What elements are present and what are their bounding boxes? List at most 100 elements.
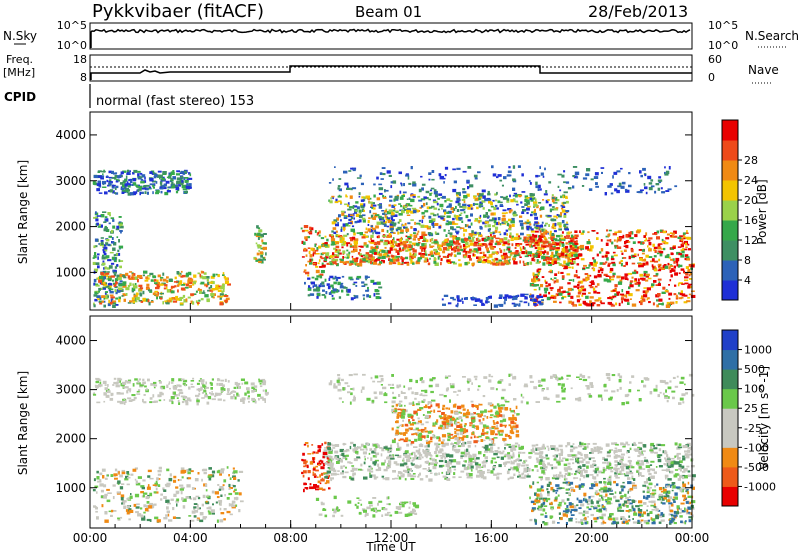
power-cell bbox=[635, 289, 640, 292]
power-cell bbox=[384, 234, 387, 238]
power-cell bbox=[422, 247, 426, 250]
power-cell bbox=[473, 304, 477, 306]
velocity-cell bbox=[466, 448, 469, 452]
velocity-cell bbox=[616, 454, 621, 458]
velocity-cell bbox=[410, 462, 413, 465]
power-cell bbox=[94, 238, 99, 242]
power-cell bbox=[667, 188, 672, 191]
velocity-cell bbox=[120, 516, 123, 519]
power-cell bbox=[353, 281, 358, 284]
power-cell bbox=[217, 289, 222, 292]
power-cell bbox=[168, 297, 172, 302]
power-cell bbox=[421, 253, 427, 256]
power-cell bbox=[412, 262, 415, 265]
power-cell bbox=[378, 253, 382, 257]
power-cell bbox=[254, 232, 257, 236]
power-cell bbox=[429, 243, 431, 247]
power-cell bbox=[494, 199, 498, 202]
velocity-cell bbox=[180, 467, 185, 471]
power-cell bbox=[539, 247, 542, 250]
power-cell bbox=[561, 248, 566, 252]
power-cell bbox=[578, 289, 583, 292]
power-cell bbox=[623, 257, 627, 259]
power-cell bbox=[583, 264, 587, 267]
power-cell bbox=[561, 220, 565, 224]
power-cell bbox=[409, 252, 412, 256]
velocity-cell bbox=[200, 386, 203, 389]
velocity-cell bbox=[658, 465, 663, 468]
power-cell bbox=[434, 194, 438, 198]
power-cell bbox=[674, 284, 677, 287]
power-cell bbox=[549, 287, 554, 290]
velocity-cell bbox=[527, 473, 530, 476]
power-cell bbox=[166, 190, 171, 193]
power-cell bbox=[385, 208, 388, 211]
power-cell bbox=[552, 238, 556, 241]
velocity-cell bbox=[535, 457, 539, 461]
power-cell bbox=[637, 241, 641, 244]
power-cell bbox=[651, 258, 655, 262]
velocity-cell bbox=[400, 474, 405, 478]
velocity-cell bbox=[193, 508, 196, 510]
power-cell bbox=[453, 214, 457, 218]
velocity-cell bbox=[193, 506, 197, 509]
power-cell bbox=[116, 282, 118, 284]
power-cell bbox=[609, 271, 612, 273]
velocity-cell bbox=[96, 516, 99, 520]
nave-label: Nave bbox=[748, 63, 779, 77]
power-cell bbox=[337, 185, 341, 188]
power-cell bbox=[449, 243, 454, 246]
power-cell bbox=[429, 189, 432, 192]
power-cell bbox=[491, 217, 495, 221]
power-cell bbox=[176, 271, 180, 275]
power-cell bbox=[106, 273, 108, 278]
power-cell bbox=[606, 279, 612, 283]
power-cell bbox=[568, 300, 572, 304]
power-cell bbox=[180, 177, 183, 181]
power-cell bbox=[573, 244, 578, 248]
power-cell bbox=[135, 277, 139, 280]
velocity-cell bbox=[438, 464, 443, 468]
power-cell bbox=[145, 276, 149, 279]
power-cell bbox=[673, 235, 678, 238]
power-cell bbox=[352, 230, 356, 233]
power-cell bbox=[386, 254, 390, 257]
power-cell bbox=[513, 261, 518, 265]
power-cell bbox=[421, 248, 424, 252]
velocity-cell bbox=[117, 400, 121, 403]
power-cell bbox=[370, 225, 374, 228]
power-cell bbox=[624, 299, 629, 302]
power-cell bbox=[585, 295, 589, 299]
power-cell bbox=[512, 165, 516, 169]
power-cell bbox=[499, 294, 503, 298]
power-cell bbox=[520, 248, 523, 252]
power-cell bbox=[372, 247, 376, 249]
velocity-cell bbox=[637, 446, 641, 449]
velocity-cell bbox=[168, 399, 174, 402]
power-cell bbox=[144, 176, 146, 180]
velocity-cell bbox=[307, 453, 312, 455]
power-cell bbox=[378, 187, 384, 191]
power-cell bbox=[172, 176, 176, 180]
power-cell bbox=[122, 274, 126, 277]
power-cell bbox=[527, 254, 530, 257]
power-cell bbox=[549, 248, 552, 252]
velocity-cell bbox=[218, 488, 222, 491]
power-cell bbox=[92, 261, 96, 265]
power-cell bbox=[409, 241, 412, 244]
power-cell bbox=[341, 275, 345, 278]
velocity-cell bbox=[244, 381, 249, 385]
power-cell bbox=[529, 234, 532, 238]
velocity-cell bbox=[535, 443, 539, 447]
power-cell bbox=[487, 235, 490, 238]
velocity-cell bbox=[606, 461, 611, 465]
power-cell bbox=[567, 282, 571, 285]
power-cell bbox=[555, 207, 559, 209]
power-cell bbox=[547, 215, 552, 217]
velocity-cell bbox=[208, 511, 212, 515]
velocity-cell bbox=[656, 443, 661, 446]
velocity-cell bbox=[485, 460, 488, 462]
power-cell bbox=[539, 284, 544, 288]
velocity-cell bbox=[652, 468, 655, 472]
power-cell bbox=[605, 254, 608, 258]
